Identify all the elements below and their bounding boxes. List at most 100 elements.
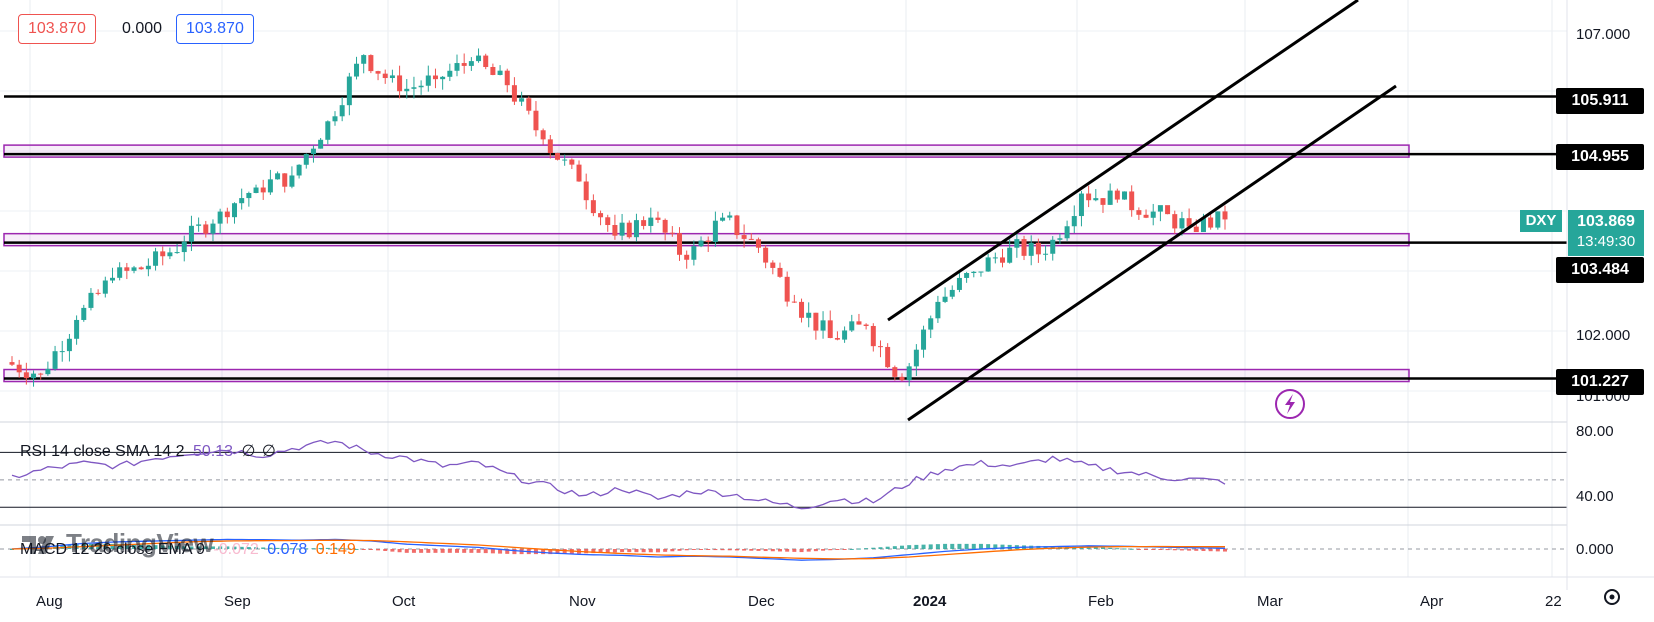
candle: [734, 214, 740, 239]
candle-body: [74, 319, 80, 339]
candle: [275, 171, 281, 180]
macd-histogram-bar: [1194, 549, 1199, 551]
macd-histogram-bar: [785, 549, 790, 552]
candle: [827, 310, 833, 339]
candle-body: [1043, 253, 1049, 255]
macd-histogram-bar: [878, 547, 883, 549]
candle: [246, 191, 252, 207]
candle-body: [928, 318, 934, 330]
candle: [540, 128, 546, 145]
candle-body: [404, 88, 410, 92]
candle-body: [1208, 217, 1214, 228]
candle-body: [763, 247, 769, 263]
candle: [102, 276, 108, 298]
macd-histogram-bar: [361, 549, 366, 550]
candle-body: [691, 246, 697, 260]
candle-body: [885, 346, 891, 368]
candle: [253, 184, 259, 194]
candle-body: [705, 240, 711, 243]
candle-body: [784, 276, 790, 302]
macd-histogram-bar: [498, 549, 503, 554]
candle: [906, 362, 912, 387]
macd-histogram-bar: [713, 549, 718, 551]
macd-histogram-bar: [246, 547, 251, 549]
candle: [1100, 197, 1106, 213]
macd-histogram-bar: [167, 545, 172, 549]
candle-body: [576, 164, 582, 182]
candle: [232, 202, 238, 224]
macd-histogram-bar: [289, 548, 294, 550]
alert-icon[interactable]: [1275, 389, 1305, 419]
macd-histogram-bar: [842, 549, 847, 550]
candle: [720, 212, 726, 222]
candle-body: [806, 312, 812, 318]
candle-body: [9, 362, 15, 365]
macd-histogram-bar: [325, 547, 330, 549]
candle-body: [964, 273, 970, 278]
candle-body: [52, 351, 58, 369]
macd-histogram-bar: [1000, 544, 1005, 549]
candle-body: [23, 372, 29, 379]
macd-histogram-bar: [304, 548, 309, 550]
candle: [339, 96, 345, 122]
candle: [432, 68, 438, 89]
macd-histogram-bar: [1100, 547, 1105, 549]
candle: [411, 76, 417, 99]
candle-body: [382, 73, 388, 79]
candle-body: [547, 139, 553, 154]
macd-histogram-bar: [950, 543, 955, 549]
candle-body: [1165, 205, 1171, 215]
macd-histogram-bar: [261, 547, 266, 549]
candle-body: [138, 267, 144, 270]
macd-histogram-bar: [1165, 549, 1170, 551]
macd-histogram-bar: [1136, 549, 1141, 550]
ask-price-box[interactable]: 103.870: [176, 14, 254, 44]
candle: [956, 270, 962, 293]
candle-body: [540, 130, 546, 140]
macd-histogram-bar: [469, 549, 474, 553]
macd-histogram-bar: [634, 549, 639, 553]
candle-body: [827, 320, 833, 339]
settings-icon[interactable]: [1604, 589, 1620, 605]
macd-histogram-bar: [627, 549, 632, 553]
bid-price-box[interactable]: 103.870: [18, 14, 96, 44]
candle-body: [432, 75, 438, 80]
candle: [160, 246, 166, 266]
rsi-tick-40: 40.00: [1576, 488, 1614, 505]
macd-line-value: 0.078: [267, 541, 308, 558]
macd-histogram-bar: [483, 549, 488, 554]
rsi-legend-value: 50.13: [192, 443, 234, 460]
last-price-tag: 103.869 13:49:30: [1568, 210, 1644, 256]
candle-body: [389, 75, 395, 79]
macd-histogram-bar: [1208, 549, 1213, 552]
candle: [533, 101, 539, 137]
macd-histogram-bar: [1215, 549, 1220, 552]
candle: [813, 312, 819, 340]
candle: [497, 65, 503, 76]
candle: [935, 295, 941, 323]
candle-body: [942, 296, 948, 302]
candle: [318, 138, 324, 149]
candle: [526, 96, 532, 115]
rsi-tick-80: 80.00: [1576, 423, 1614, 440]
level-tag-104955: 104.955: [1556, 144, 1644, 170]
tradingview-logo: [22, 536, 54, 554]
candle-body: [181, 241, 187, 253]
macd-histogram-bar: [124, 544, 129, 549]
candle: [619, 213, 625, 241]
candle-body: [992, 257, 998, 259]
candle-body: [38, 373, 44, 375]
candle: [978, 271, 984, 277]
macd-histogram-bar: [777, 549, 782, 552]
candle-body: [1007, 247, 1013, 263]
macd-legend[interactable]: MACD 12 26 close EMA 9 -0.072 0.078 0.14…: [20, 541, 356, 559]
candle-body: [1179, 218, 1185, 229]
macd-histogram-bar: [397, 549, 402, 553]
candle: [921, 325, 927, 358]
rsi-legend[interactable]: RSI 14 close SMA 14 2 50.13 ∅ ∅: [20, 441, 276, 461]
candle-body: [569, 159, 575, 165]
macd-histogram-bar: [1151, 549, 1156, 550]
candle: [1122, 191, 1128, 200]
